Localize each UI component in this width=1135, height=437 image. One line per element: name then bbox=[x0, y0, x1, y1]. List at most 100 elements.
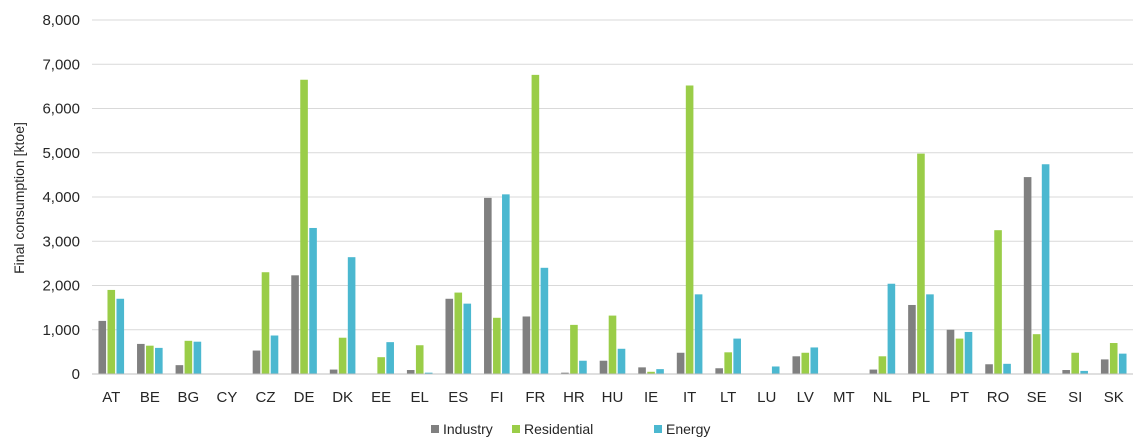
bar-energy-ro bbox=[1003, 363, 1011, 374]
x-tick-label: LU bbox=[757, 389, 776, 406]
x-tick-label: MT bbox=[833, 389, 855, 406]
bar-industry-hr bbox=[561, 372, 569, 374]
y-tick-label: 4,000 bbox=[42, 189, 80, 206]
bar-industry-se bbox=[1023, 177, 1032, 374]
bar-industry-nl bbox=[869, 369, 878, 374]
x-tick-label: IE bbox=[644, 389, 658, 406]
bar-energy-nl bbox=[887, 283, 896, 374]
bar-industry-ie bbox=[638, 367, 646, 374]
x-tick-label: FI bbox=[490, 389, 503, 406]
x-tick-label: LT bbox=[720, 389, 736, 406]
bar-industry-de bbox=[291, 275, 299, 374]
bar-industry-el bbox=[406, 370, 415, 374]
bar-residential-es bbox=[454, 292, 463, 374]
x-tick-label: CY bbox=[217, 389, 238, 406]
bar-residential-lt bbox=[724, 352, 732, 374]
bar-residential-bg bbox=[184, 340, 193, 374]
bar-industry-be bbox=[137, 343, 145, 374]
x-tick-label: HU bbox=[602, 389, 624, 406]
y-tick-label: 6,000 bbox=[42, 101, 80, 118]
bar-residential-de bbox=[300, 79, 308, 375]
legend-swatch bbox=[431, 425, 439, 433]
bar-residential-ie bbox=[647, 371, 655, 374]
bar-industry-fr bbox=[522, 316, 531, 374]
x-tick-label: HR bbox=[563, 389, 585, 406]
bar-industry-cz bbox=[252, 350, 261, 374]
x-tick-label: BG bbox=[178, 389, 200, 406]
bar-energy-sk bbox=[1118, 353, 1127, 374]
y-tick-label: 2,000 bbox=[42, 278, 80, 295]
bar-industry-bg bbox=[175, 365, 184, 374]
bar-energy-pt bbox=[964, 331, 973, 374]
legend-swatch bbox=[512, 425, 520, 433]
bar-energy-lt bbox=[733, 338, 741, 374]
bar-residential-be bbox=[146, 345, 154, 374]
x-tick-label: IT bbox=[683, 389, 696, 406]
bar-industry-fi bbox=[484, 197, 492, 374]
gridlines bbox=[92, 19, 1133, 331]
bar-industry-si bbox=[1062, 370, 1070, 374]
bar-residential-pt bbox=[955, 338, 964, 374]
bar-residential-sk bbox=[1109, 343, 1118, 374]
bar-industry-dk bbox=[329, 369, 338, 374]
bar-energy-fr bbox=[540, 267, 549, 374]
bar-residential-hr bbox=[570, 324, 578, 374]
x-tick-label: SI bbox=[1068, 389, 1082, 406]
y-axis-tick-labels: 0 1,000 2,000 3,000 4,000 5,000 6,000 7,000 8,00… bbox=[42, 12, 80, 383]
bar-energy-ie bbox=[656, 369, 664, 374]
bar-residential-dk bbox=[338, 337, 347, 374]
legend-swatch bbox=[654, 425, 662, 433]
bar-industry-pt bbox=[946, 329, 955, 374]
bar-energy-at bbox=[116, 298, 125, 374]
y-tick-label: 5,000 bbox=[42, 145, 80, 162]
bar-energy-lu bbox=[771, 366, 780, 374]
y-tick-label: 7,000 bbox=[42, 56, 80, 73]
bar-residential-ro bbox=[994, 230, 1002, 374]
bars bbox=[98, 74, 1127, 375]
legend-label: Industry bbox=[443, 421, 493, 437]
x-tick-label: FR bbox=[525, 389, 545, 406]
legend: Industry Residential Energy bbox=[431, 421, 710, 437]
bar-residential-pl bbox=[917, 153, 925, 374]
bar-industry-hu bbox=[599, 360, 608, 374]
y-tick-label: 8,000 bbox=[42, 12, 80, 29]
bar-residential-fi bbox=[493, 317, 501, 374]
x-tick-label: EL bbox=[411, 389, 429, 406]
bar-industry-ro bbox=[985, 364, 993, 374]
legend-label: Energy bbox=[666, 421, 710, 437]
bar-residential-ee bbox=[377, 357, 385, 374]
bar-industry-pl bbox=[908, 304, 916, 374]
bar-energy-cz bbox=[270, 335, 279, 374]
bar-residential-si bbox=[1071, 352, 1079, 374]
bar-energy-se bbox=[1041, 164, 1050, 374]
bar-energy-bg bbox=[193, 341, 202, 374]
bar-energy-hu bbox=[617, 348, 626, 374]
x-tick-label: AT bbox=[102, 389, 120, 406]
x-axis-tick-labels: AT BE BG CY CZ DE DK EE EL ES FI FR HR HU IE IT LT LU LV MT… bbox=[102, 389, 1123, 406]
y-tick-label: 3,000 bbox=[42, 233, 80, 250]
bar-residential-fr bbox=[531, 74, 540, 375]
bar-energy-dk bbox=[347, 257, 356, 374]
bar-residential-it bbox=[685, 85, 694, 375]
bar-industry-it bbox=[676, 352, 685, 374]
bar-energy-ee bbox=[386, 342, 394, 374]
x-tick-label: PT bbox=[950, 389, 969, 406]
bar-energy-de bbox=[309, 227, 317, 374]
y-tick-label: 0 bbox=[72, 366, 80, 383]
x-tick-label: EE bbox=[371, 389, 391, 406]
bar-energy-lv bbox=[810, 347, 819, 374]
x-tick-label: SE bbox=[1027, 389, 1047, 406]
legend-label: Residential bbox=[524, 421, 593, 437]
x-tick-label: LV bbox=[797, 389, 814, 406]
bar-residential-at bbox=[107, 289, 116, 374]
bar-residential-se bbox=[1032, 334, 1041, 374]
x-tick-label: PL bbox=[912, 389, 930, 406]
bar-energy-es bbox=[463, 303, 472, 374]
bar-energy-el bbox=[424, 372, 433, 374]
bar-energy-pl bbox=[926, 294, 934, 374]
x-tick-label: NL bbox=[873, 389, 892, 406]
x-tick-label: ES bbox=[448, 389, 468, 406]
x-tick-label: SK bbox=[1104, 389, 1124, 406]
x-tick-label: DK bbox=[332, 389, 353, 406]
